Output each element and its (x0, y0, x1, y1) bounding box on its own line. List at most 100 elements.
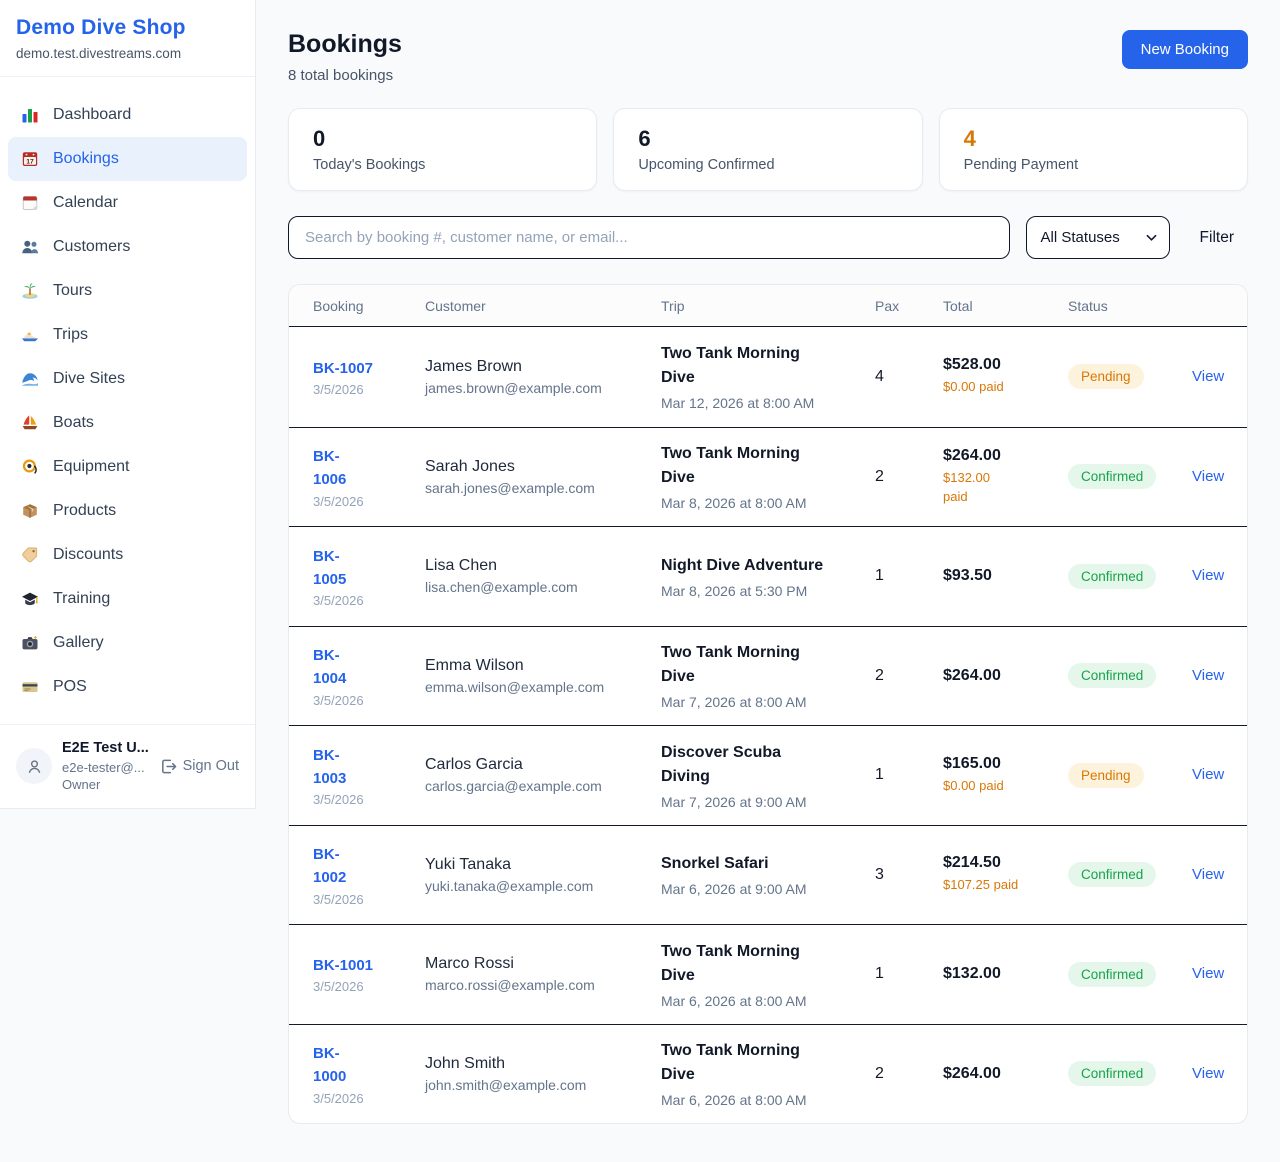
status-badge: Pending (1068, 364, 1144, 390)
tag-icon (20, 545, 40, 565)
search-input[interactable] (288, 216, 1010, 259)
sidebar-item-label: Bookings (53, 150, 119, 167)
package-icon (20, 501, 40, 521)
user-email: e2e-tester@... (62, 759, 145, 775)
total-amount: $93.50 (943, 567, 992, 585)
actions-cell: View (1192, 368, 1224, 386)
booking-id-link[interactable]: BK- 1002 (313, 846, 347, 887)
paid-amount: $132.00 paid (943, 469, 990, 504)
total-amount: $132.00 (943, 965, 1001, 983)
booking-date: 3/5/2026 (313, 381, 364, 397)
customer-name: Lisa Chen (425, 557, 498, 575)
column-header-customer: Customer (425, 297, 486, 314)
booking-id-link[interactable]: BK- 1004 (313, 647, 347, 688)
sidebar-item-calendar[interactable]: Calendar (8, 181, 247, 225)
booking-id-link[interactable]: BK- 1000 (313, 1045, 347, 1086)
view-link[interactable]: View (1192, 666, 1225, 684)
pax-value: 1 (875, 965, 884, 983)
view-link[interactable]: View (1192, 1064, 1225, 1082)
pax-value: 1 (875, 766, 884, 784)
total-amount: $264.00 (943, 1064, 1001, 1082)
status-cell: Confirmed (1068, 862, 1192, 888)
stat-value: 0 (313, 126, 326, 151)
booking-id-link[interactable]: BK-1007 (313, 359, 374, 377)
customer-cell: Sarah Jones sarah.jones@example.com (425, 458, 661, 496)
sidebar-item-label: Dashboard (53, 106, 132, 123)
calendar-icon: 17 (20, 149, 40, 169)
view-link[interactable]: View (1192, 567, 1225, 585)
paid-amount: $0.00 paid (943, 777, 1004, 793)
person-icon (28, 760, 40, 773)
sidebar-item-gallery[interactable]: Gallery (8, 621, 247, 665)
sidebar-item-label: Training (53, 590, 111, 607)
column-header-status: Status (1068, 297, 1108, 314)
total-cell: $165.00 $0.00 paid (943, 755, 1068, 796)
new-booking-button[interactable]: New Booking (1121, 30, 1248, 69)
filter-button[interactable]: Filter (1186, 229, 1248, 247)
sidebar-item-label: Dive Sites (53, 370, 126, 387)
speedboat-icon (20, 325, 40, 345)
pax-value: 2 (875, 467, 884, 485)
sidebar-item-dashboard[interactable]: Dashboard (8, 93, 247, 137)
customer-cell: Emma Wilson emma.wilson@example.com (425, 657, 661, 695)
booking-id-link[interactable]: BK- 1005 (313, 547, 347, 588)
sidebar-item-dive-sites[interactable]: Dive Sites (8, 357, 247, 401)
view-link[interactable]: View (1192, 965, 1225, 983)
chevron-down-icon (1146, 234, 1156, 241)
customer-email: yuki.tanaka@example.com (425, 877, 594, 894)
trip-name: Discover Scuba Diving (661, 743, 782, 785)
customer-email: john.smith@example.com (425, 1076, 587, 1093)
column-header-trip: Trip (661, 297, 685, 314)
view-link[interactable]: View (1192, 766, 1225, 784)
booking-cell: BK- 1002 3/5/2026 (313, 843, 425, 907)
trip-datetime: Mar 6, 2026 at 8:00 AM (661, 1092, 807, 1109)
booking-id-link[interactable]: BK- 1003 (313, 746, 347, 787)
trip-datetime: Mar 8, 2026 at 5:30 PM (661, 582, 808, 599)
sidebar-item-products[interactable]: Products (8, 489, 247, 533)
total-cell: $528.00 $0.00 paid (943, 356, 1068, 397)
customer-name: John Smith (425, 1054, 506, 1072)
table-row: BK- 1004 3/5/2026 Emma Wilson emma.wilson@e… (289, 625, 1247, 726)
sidebar-item-discounts[interactable]: Discounts (8, 533, 247, 577)
sidebar-item-label: Equipment (53, 458, 130, 475)
sidebar-item-tours[interactable]: Tours (8, 269, 247, 313)
sidebar-item-training[interactable]: Training (8, 577, 247, 621)
sidebar-item-label: Gallery (53, 634, 104, 651)
view-link[interactable]: View (1192, 367, 1225, 385)
status-select[interactable]: All Statuses (1025, 216, 1170, 259)
sidebar-item-equipment[interactable]: Equipment (8, 445, 247, 489)
sidebar-item-boats[interactable]: Boats (8, 401, 247, 445)
booking-id-link[interactable]: BK- 1006 (313, 448, 347, 489)
wave-icon (20, 369, 40, 389)
status-select-value: All Statuses (1040, 229, 1120, 246)
trip-name: Two Tank Morning Dive (661, 942, 800, 984)
trip-cell: Two Tank Morning Dive Mar 6, 2026 at 8:00… (661, 1039, 875, 1108)
calendar-pad-icon (20, 193, 40, 213)
trip-cell: Two Tank Morning Dive Mar 12, 2026 at 8:0… (661, 342, 875, 411)
user-info: E2E Test U... e2e-tester@... Owner (62, 739, 149, 794)
sidebar-item-pos[interactable]: POS (8, 665, 247, 709)
sidebar-item-label: Customers (53, 238, 131, 255)
sidebar-item-customers[interactable]: Customers (8, 225, 247, 269)
view-link[interactable]: View (1192, 467, 1225, 485)
booking-cell: BK-1001 3/5/2026 (313, 954, 425, 994)
sign-out-button[interactable]: Sign Out (160, 758, 239, 775)
sidebar-item-bookings[interactable]: 17 Bookings (8, 137, 247, 181)
booking-id-link[interactable]: BK-1001 (313, 957, 374, 975)
trip-datetime: Mar 12, 2026 at 8:00 AM (661, 395, 815, 412)
pax-value: 3 (875, 865, 884, 883)
trip-cell: Discover Scuba Diving Mar 7, 2026 at 9:00… (661, 741, 875, 810)
trip-name: Night Dive Adventure (661, 556, 824, 574)
sign-out-icon (161, 759, 176, 774)
trip-datetime: Mar 7, 2026 at 9:00 AM (661, 793, 807, 810)
customer-email: marco.rossi@example.com (425, 977, 595, 994)
total-cell: $214.50 $107.25 paid (943, 854, 1068, 895)
view-link[interactable]: View (1192, 865, 1225, 883)
status-cell: Confirmed (1068, 1061, 1192, 1087)
title-block: Bookings 8 total bookings (288, 30, 402, 84)
trip-cell: Snorkel Safari Mar 6, 2026 at 9:00 AM (661, 852, 875, 897)
trip-cell: Two Tank Morning Dive Mar 7, 2026 at 8:00… (661, 641, 875, 710)
sidebar-item-trips[interactable]: Trips (8, 313, 247, 357)
user-role: Owner (62, 777, 101, 793)
island-icon (20, 281, 40, 301)
